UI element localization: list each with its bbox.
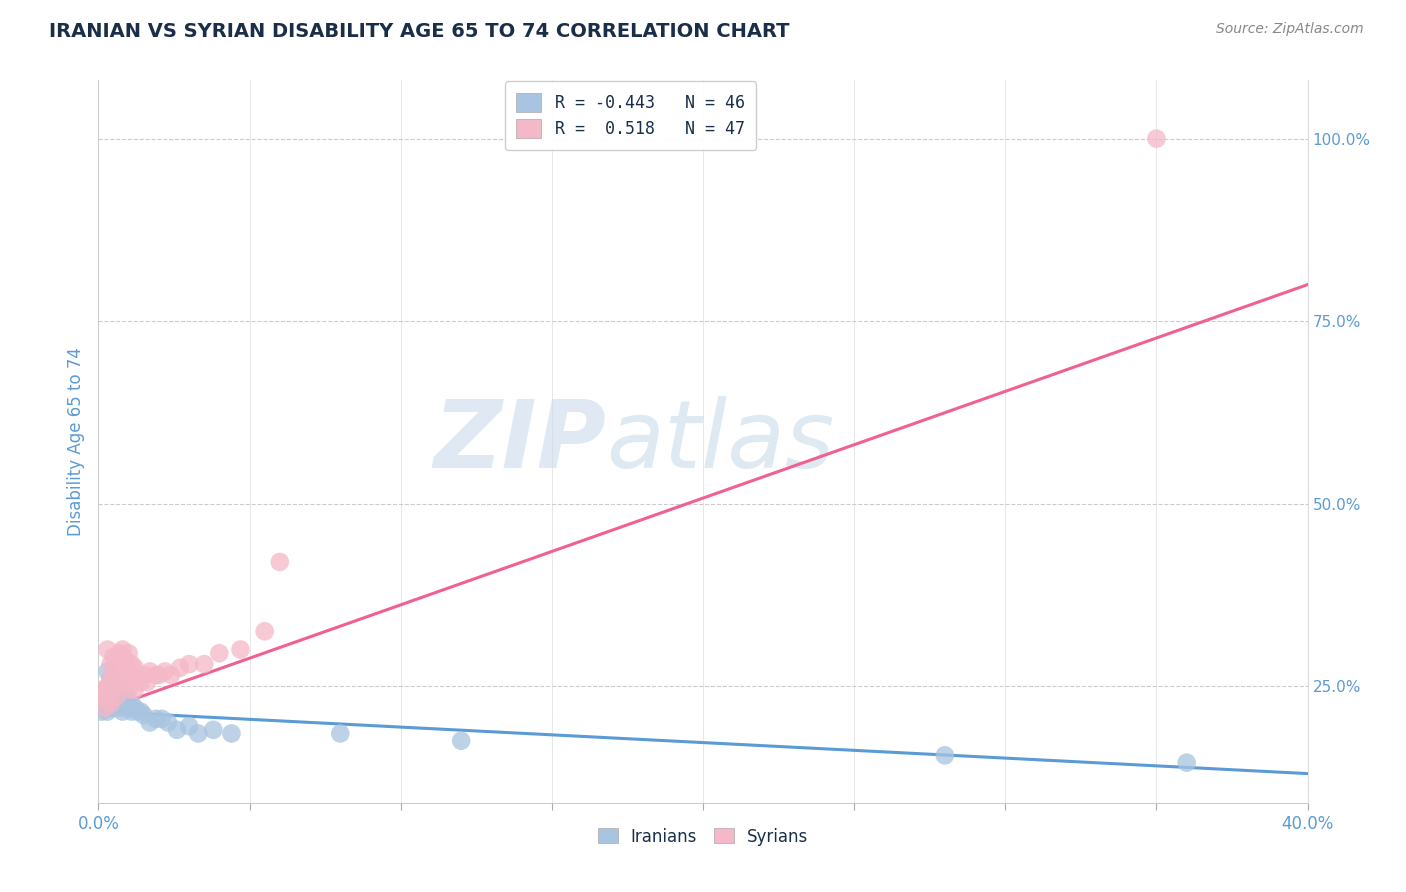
- Point: [93, 701, 115, 715]
- Point: [100, 701, 122, 715]
- Point: [108, 690, 131, 704]
- Point: [103, 679, 125, 693]
- Point: [103, 682, 125, 697]
- Point: [139, 715, 162, 730]
- Point: [108, 682, 131, 697]
- Point: [221, 726, 243, 740]
- Point: [111, 698, 134, 712]
- Point: [90, 690, 112, 704]
- Point: [105, 657, 128, 672]
- Point: [114, 668, 136, 682]
- Point: [145, 668, 167, 682]
- Point: [114, 653, 136, 667]
- Point: [179, 719, 201, 733]
- Point: [111, 642, 134, 657]
- Point: [127, 705, 149, 719]
- Point: [114, 686, 136, 700]
- Point: [111, 690, 134, 704]
- Point: [139, 665, 162, 679]
- Y-axis label: Disability Age 65 to 74: Disability Age 65 to 74: [66, 347, 84, 536]
- Point: [103, 668, 125, 682]
- Point: [166, 723, 188, 737]
- Point: [103, 682, 125, 697]
- Point: [127, 672, 149, 686]
- Point: [96, 705, 118, 719]
- Text: IRANIAN VS SYRIAN DISABILITY AGE 65 TO 74 CORRELATION CHART: IRANIAN VS SYRIAN DISABILITY AGE 65 TO 7…: [49, 22, 790, 41]
- Point: [96, 693, 118, 707]
- Point: [1175, 756, 1198, 770]
- Point: [111, 705, 134, 719]
- Point: [253, 624, 276, 639]
- Point: [229, 642, 252, 657]
- Point: [124, 661, 146, 675]
- Point: [118, 665, 141, 679]
- Point: [118, 693, 141, 707]
- Point: [108, 665, 131, 679]
- Point: [100, 672, 122, 686]
- Point: [153, 665, 176, 679]
- Point: [93, 701, 115, 715]
- Point: [934, 748, 956, 763]
- Point: [160, 668, 183, 682]
- Point: [103, 649, 125, 664]
- Point: [96, 679, 118, 693]
- Text: ZIP: ZIP: [433, 395, 606, 488]
- Point: [121, 657, 143, 672]
- Point: [111, 672, 134, 686]
- Point: [1144, 131, 1167, 145]
- Point: [179, 657, 201, 672]
- Point: [100, 698, 122, 712]
- Point: [208, 646, 231, 660]
- Point: [108, 679, 131, 693]
- Point: [129, 675, 152, 690]
- Point: [118, 682, 141, 697]
- Point: [108, 701, 131, 715]
- Point: [108, 646, 131, 660]
- Point: [111, 661, 134, 675]
- Point: [105, 686, 128, 700]
- Point: [118, 701, 141, 715]
- Point: [129, 705, 152, 719]
- Point: [121, 672, 143, 686]
- Point: [121, 705, 143, 719]
- Point: [103, 701, 125, 715]
- Point: [96, 665, 118, 679]
- Point: [202, 723, 225, 737]
- Point: [96, 690, 118, 704]
- Point: [93, 682, 115, 697]
- Point: [156, 715, 179, 730]
- Point: [100, 672, 122, 686]
- Point: [187, 726, 209, 740]
- Point: [93, 682, 115, 697]
- Point: [90, 705, 112, 719]
- Point: [100, 690, 122, 704]
- Text: Source: ZipAtlas.com: Source: ZipAtlas.com: [1216, 22, 1364, 37]
- Point: [105, 675, 128, 690]
- Point: [450, 733, 472, 747]
- Point: [150, 712, 173, 726]
- Point: [124, 682, 146, 697]
- Point: [145, 712, 167, 726]
- Point: [105, 675, 128, 690]
- Point: [148, 668, 170, 682]
- Point: [329, 726, 352, 740]
- Point: [105, 690, 128, 704]
- Point: [96, 642, 118, 657]
- Point: [114, 698, 136, 712]
- Text: atlas: atlas: [606, 396, 835, 487]
- Point: [169, 661, 191, 675]
- Point: [121, 698, 143, 712]
- Point: [135, 675, 157, 690]
- Point: [132, 668, 155, 682]
- Point: [132, 708, 155, 723]
- Point: [269, 555, 291, 569]
- Point: [105, 693, 128, 707]
- Point: [103, 690, 125, 704]
- Point: [124, 701, 146, 715]
- Point: [100, 679, 122, 693]
- Point: [100, 657, 122, 672]
- Point: [193, 657, 215, 672]
- Point: [118, 646, 141, 660]
- Legend: Iranians, Syrians: Iranians, Syrians: [591, 821, 815, 852]
